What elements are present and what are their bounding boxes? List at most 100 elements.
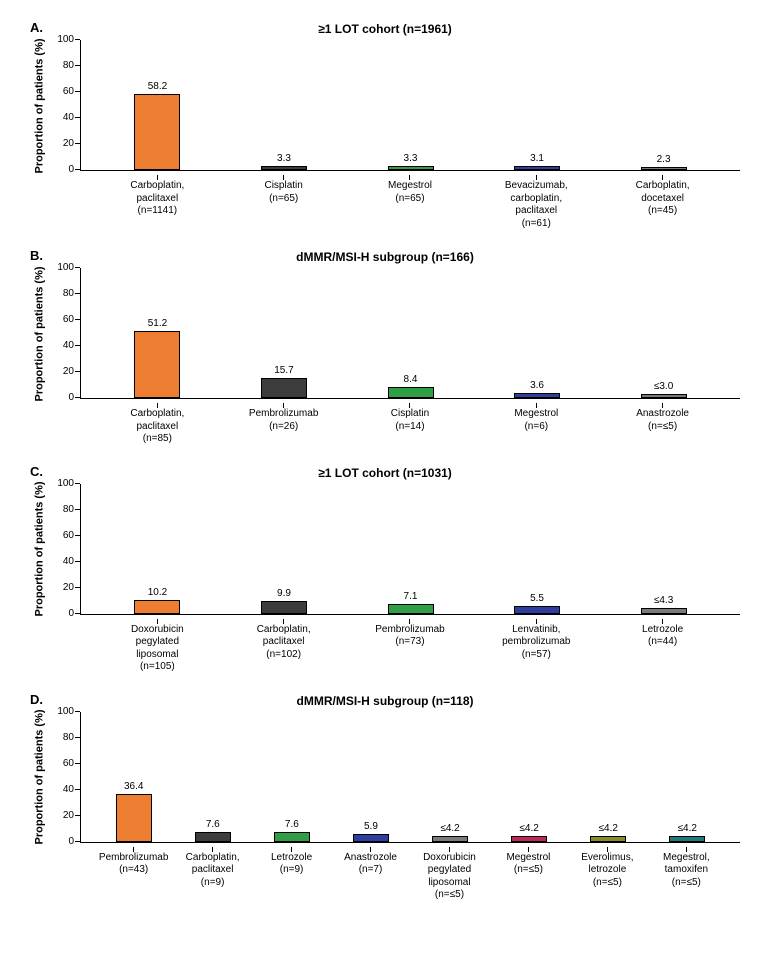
bar-value-label: 7.6	[206, 819, 220, 830]
x-tick-label-line: (n=61)	[473, 218, 599, 231]
x-tick-label-line: (n=26)	[221, 421, 347, 434]
x-tick-label: Letrozole(n=44)	[599, 615, 725, 674]
x-tick-label-line: Lenvatinib,	[473, 624, 599, 637]
y-tick-label: 60	[63, 759, 74, 769]
y-axis-label-wrap: Proportion of patients (%)	[30, 712, 50, 843]
y-tick-label: 100	[57, 707, 74, 717]
bar-value-label: 3.6	[530, 380, 544, 391]
chart-row: Proportion of patients (%)02040608010051…	[30, 268, 740, 399]
plot-area: 58.23.33.33.12.3	[80, 40, 740, 171]
x-tick-label-line: (n=14)	[347, 421, 473, 434]
bar	[641, 167, 687, 170]
x-tick-label: Cisplatin(n=14)	[347, 399, 473, 446]
bar-value-label: 5.9	[364, 821, 378, 832]
x-tick-label-line: paclitaxel	[221, 636, 347, 649]
y-tick-label: 80	[63, 505, 74, 515]
figure-root: A.≥1 LOT cohort (n=1961)Proportion of pa…	[30, 20, 740, 902]
x-tick-label: Carboplatin,docetaxel(n=45)	[599, 171, 725, 230]
y-tick-label: 60	[63, 315, 74, 325]
x-tick-label-line: (n=7)	[331, 864, 410, 877]
bar-slot: 8.4	[347, 268, 474, 398]
x-tick-label: Carboplatin,paclitaxel(n=102)	[221, 615, 347, 674]
x-tick-label-line: Carboplatin,	[221, 624, 347, 637]
bar-slot: ≤3.0	[600, 268, 727, 398]
bar	[511, 836, 547, 841]
y-tick-label: 20	[63, 583, 74, 593]
bar	[641, 394, 687, 398]
x-tick-label-line: Cisplatin	[347, 408, 473, 421]
bar-value-label: ≤4.2	[678, 823, 697, 834]
panel-title: dMMR/MSI-H subgroup (n=166)	[30, 248, 740, 264]
bar	[388, 166, 434, 170]
x-tick-label-line: Doxorubicin	[94, 624, 220, 637]
bars-container: 51.2 15.7 8.4 3.6 ≤3.0	[81, 268, 740, 398]
x-tick-label-line: (n=105)	[94, 661, 220, 674]
bars-container: 10.29.97.15.5≤4.3	[81, 484, 740, 614]
x-tick-label-line: paclitaxel	[94, 193, 220, 206]
x-tick-label-line: (n=45)	[599, 205, 725, 218]
panel-letter: C.	[30, 464, 43, 479]
x-tick-label-line: Pembrolizumab	[94, 852, 173, 865]
bar-value-label: 3.3	[404, 153, 418, 164]
bar-value-label: 58.2	[148, 81, 167, 92]
bar-slot: ≤4.2	[490, 712, 569, 842]
chart-row: Proportion of patients (%)02040608010010…	[30, 484, 740, 615]
y-axis-label: Proportion of patients (%)	[34, 481, 46, 616]
bars-container: 58.23.33.33.12.3	[81, 40, 740, 170]
bar-slot: 15.7	[221, 268, 348, 398]
x-tick-label: Carboplatin,paclitaxel(n=1141)	[94, 171, 220, 230]
bar-slot: 3.3	[347, 40, 474, 170]
x-tick-label-line: (n=6)	[473, 421, 599, 434]
panel-b: B.dMMR/MSI-H subgroup (n=166)Proportion …	[30, 248, 740, 446]
x-tick-label: Doxorubicinpegylatedliposomal(n=105)	[94, 615, 220, 674]
x-tick-label-line: (n=≤5)	[410, 889, 489, 902]
x-tick-label: Megestrol(n=65)	[347, 171, 473, 230]
bar-slot: 3.6	[474, 268, 601, 398]
bar-value-label: ≤4.3	[654, 595, 673, 606]
y-tick-label: 100	[57, 263, 74, 273]
x-tick-label-line: Carboplatin,	[599, 180, 725, 193]
bar-slot: 51.2	[94, 268, 221, 398]
y-tick-label: 80	[63, 289, 74, 299]
x-tick-label-line: Megestrol	[489, 852, 568, 865]
y-tick-label: 60	[63, 531, 74, 541]
bar	[514, 606, 560, 613]
bar	[134, 331, 180, 398]
bar-value-label: 36.4	[124, 781, 143, 792]
x-tick-label: Doxorubicinpegylatedliposomal(n=≤5)	[410, 843, 489, 902]
bar	[388, 387, 434, 398]
x-tick-label-line: (n=65)	[221, 193, 347, 206]
x-tick-label-line: Megestrol	[473, 408, 599, 421]
x-tick-label-line: liposomal	[410, 877, 489, 890]
x-tick-label-line: Letrozole	[599, 624, 725, 637]
x-tick-label: Carboplatin,paclitaxel(n=85)	[94, 399, 220, 446]
y-tick-label: 20	[63, 139, 74, 149]
x-axis-labels: Carboplatin,paclitaxel(n=85)Pembrolizuma…	[80, 399, 740, 446]
bar-value-label: ≤4.2	[440, 823, 459, 834]
panel-d: D.dMMR/MSI-H subgroup (n=118)Proportion …	[30, 692, 740, 902]
chart-row: Proportion of patients (%)02040608010058…	[30, 40, 740, 171]
bar-value-label: ≤4.2	[598, 823, 617, 834]
x-axis-labels: Pembrolizumab(n=43)Carboplatin,paclitaxe…	[80, 843, 740, 902]
bar-slot: ≤4.2	[648, 712, 727, 842]
x-tick-label-line: (n=≤5)	[599, 421, 725, 434]
x-tick-label-line: Carboplatin,	[94, 408, 220, 421]
bar-slot: 2.3	[600, 40, 727, 170]
bar	[261, 378, 307, 398]
bar-value-label: 5.5	[530, 593, 544, 604]
bar	[274, 832, 310, 842]
y-axis: 020406080100	[50, 40, 80, 170]
bar-value-label: 51.2	[148, 318, 167, 329]
plot-area: 10.29.97.15.5≤4.3	[80, 484, 740, 615]
x-axis-labels: Carboplatin,paclitaxel(n=1141)Cisplatin(…	[80, 171, 740, 230]
bar	[590, 836, 626, 841]
bar-value-label: ≤4.2	[519, 823, 538, 834]
y-tick-label: 0	[68, 609, 74, 619]
bars-container: 36.4 7.6 7.6 5.9 ≤4.2 ≤4.2 ≤4.2 ≤4.2	[81, 712, 740, 842]
bar-value-label: 8.4	[404, 374, 418, 385]
y-tick-label: 40	[63, 341, 74, 351]
bar	[116, 794, 152, 841]
panel-title: dMMR/MSI-H subgroup (n=118)	[30, 692, 740, 708]
bar-slot: 7.6	[252, 712, 331, 842]
x-tick-label-line: Pembrolizumab	[347, 624, 473, 637]
